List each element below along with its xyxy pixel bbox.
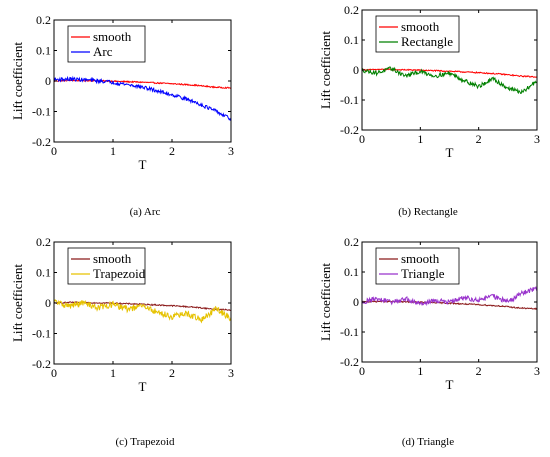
x-axis-label: T xyxy=(446,377,454,392)
y-tick-label: 0.2 xyxy=(344,3,359,17)
series-line-trapezoid xyxy=(53,298,232,324)
caption-c: (c) Trapezoid xyxy=(116,436,175,448)
x-axis-label: T xyxy=(446,145,454,160)
y-tick-label: -0.1 xyxy=(32,105,51,119)
x-tick-label: 0 xyxy=(51,366,57,380)
x-tick-label: 1 xyxy=(417,132,423,146)
x-axis-label: T xyxy=(139,379,147,394)
series-line-smooth xyxy=(361,300,538,310)
series-line-arc xyxy=(53,75,232,122)
y-tick-label: 0.1 xyxy=(36,266,51,280)
y-tick-label: 0 xyxy=(45,74,51,88)
legend-label: smooth xyxy=(93,251,132,266)
y-tick-label: -0.2 xyxy=(340,123,359,137)
series-line-triangle xyxy=(361,286,538,307)
x-tick-label: 0 xyxy=(359,364,365,378)
legend-label: Arc xyxy=(93,44,113,59)
caption-a: (a) Arc xyxy=(130,206,161,218)
legend-box xyxy=(67,247,146,285)
x-axis-label: T xyxy=(139,157,147,172)
legend-label: smooth xyxy=(401,251,440,266)
legend-label: Rectangle xyxy=(401,34,453,49)
y-tick-label: 0.2 xyxy=(36,235,51,249)
legend-label: Trapezoid xyxy=(93,266,146,281)
x-tick-label: 1 xyxy=(110,366,116,380)
y-tick-label: 0.2 xyxy=(344,235,359,249)
y-tick-label: 0 xyxy=(353,295,359,309)
legend-box xyxy=(375,247,460,285)
x-tick-label: 2 xyxy=(476,132,482,146)
x-tick-label: 3 xyxy=(228,144,234,158)
y-axis-label: Lift coefficient xyxy=(318,31,333,109)
x-tick-label: 2 xyxy=(169,366,175,380)
x-tick-label: 1 xyxy=(417,364,423,378)
y-tick-label: -0.2 xyxy=(32,135,51,149)
x-tick-label: 2 xyxy=(476,364,482,378)
caption-d: (d) Triangle xyxy=(402,436,454,448)
y-tick-label: 0.1 xyxy=(344,265,359,279)
y-axis-label: Lift coefficient xyxy=(318,263,333,341)
x-tick-label: 2 xyxy=(169,144,175,158)
legend-label: smooth xyxy=(93,29,132,44)
x-tick-label: 3 xyxy=(534,364,540,378)
y-tick-label: 0.1 xyxy=(344,33,359,47)
x-tick-label: 3 xyxy=(228,366,234,380)
y-tick-label: -0.1 xyxy=(32,327,51,341)
y-tick-label: 0 xyxy=(353,63,359,77)
legend-box xyxy=(375,15,460,53)
legend-label: Triangle xyxy=(401,266,445,281)
y-tick-label: -0.1 xyxy=(340,93,359,107)
y-tick-label: 0 xyxy=(45,296,51,310)
series-line-smooth xyxy=(53,79,232,90)
legend-box xyxy=(67,25,146,63)
x-tick-label: 0 xyxy=(51,144,57,158)
y-axis-label: Lift coefficient xyxy=(10,42,25,120)
y-axis-label: Lift coefficient xyxy=(10,264,25,342)
y-tick-label: 0.1 xyxy=(36,44,51,58)
x-tick-label: 1 xyxy=(110,144,116,158)
legend-label: smooth xyxy=(401,19,440,34)
x-tick-label: 0 xyxy=(359,132,365,146)
x-tick-label: 3 xyxy=(534,132,540,146)
series-line-rectangle xyxy=(361,66,538,95)
y-tick-label: -0.2 xyxy=(340,355,359,369)
y-tick-label: -0.2 xyxy=(32,357,51,371)
caption-b: (b) Rectangle xyxy=(398,206,458,218)
y-tick-label: 0.2 xyxy=(36,13,51,27)
y-tick-label: -0.1 xyxy=(340,325,359,339)
